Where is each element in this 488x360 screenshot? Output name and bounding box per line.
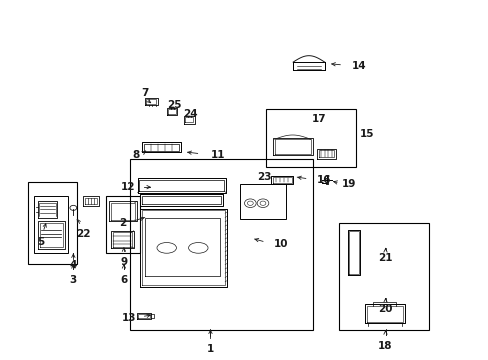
Text: 23: 23 — [256, 172, 271, 182]
Text: 2: 2 — [120, 218, 126, 228]
Bar — [266, 109, 356, 167]
Text: 15: 15 — [360, 129, 374, 139]
Bar — [34, 196, 68, 253]
Text: 13: 13 — [122, 312, 136, 323]
Text: 3: 3 — [70, 275, 77, 285]
Text: 10: 10 — [273, 239, 287, 249]
Text: 24: 24 — [183, 109, 197, 119]
Bar — [28, 182, 77, 264]
Text: 21: 21 — [378, 253, 392, 263]
Text: 18: 18 — [378, 341, 392, 351]
Text: 7: 7 — [141, 88, 148, 98]
Text: 16: 16 — [316, 175, 330, 185]
Text: 19: 19 — [341, 179, 355, 189]
Bar — [106, 196, 140, 253]
Text: 14: 14 — [351, 61, 366, 71]
Bar — [339, 223, 428, 330]
Bar — [130, 158, 312, 330]
Text: 11: 11 — [210, 150, 224, 160]
Text: 4: 4 — [69, 260, 77, 270]
Text: 1: 1 — [206, 344, 214, 354]
Bar — [239, 184, 285, 219]
Text: 22: 22 — [76, 229, 90, 239]
Text: 25: 25 — [166, 100, 181, 111]
Text: 9: 9 — [120, 257, 127, 267]
Text: 12: 12 — [121, 182, 135, 192]
Text: 17: 17 — [311, 113, 325, 123]
Text: 20: 20 — [378, 304, 392, 314]
Text: 5: 5 — [38, 237, 45, 247]
Text: 8: 8 — [132, 150, 140, 160]
Text: 6: 6 — [120, 275, 127, 285]
